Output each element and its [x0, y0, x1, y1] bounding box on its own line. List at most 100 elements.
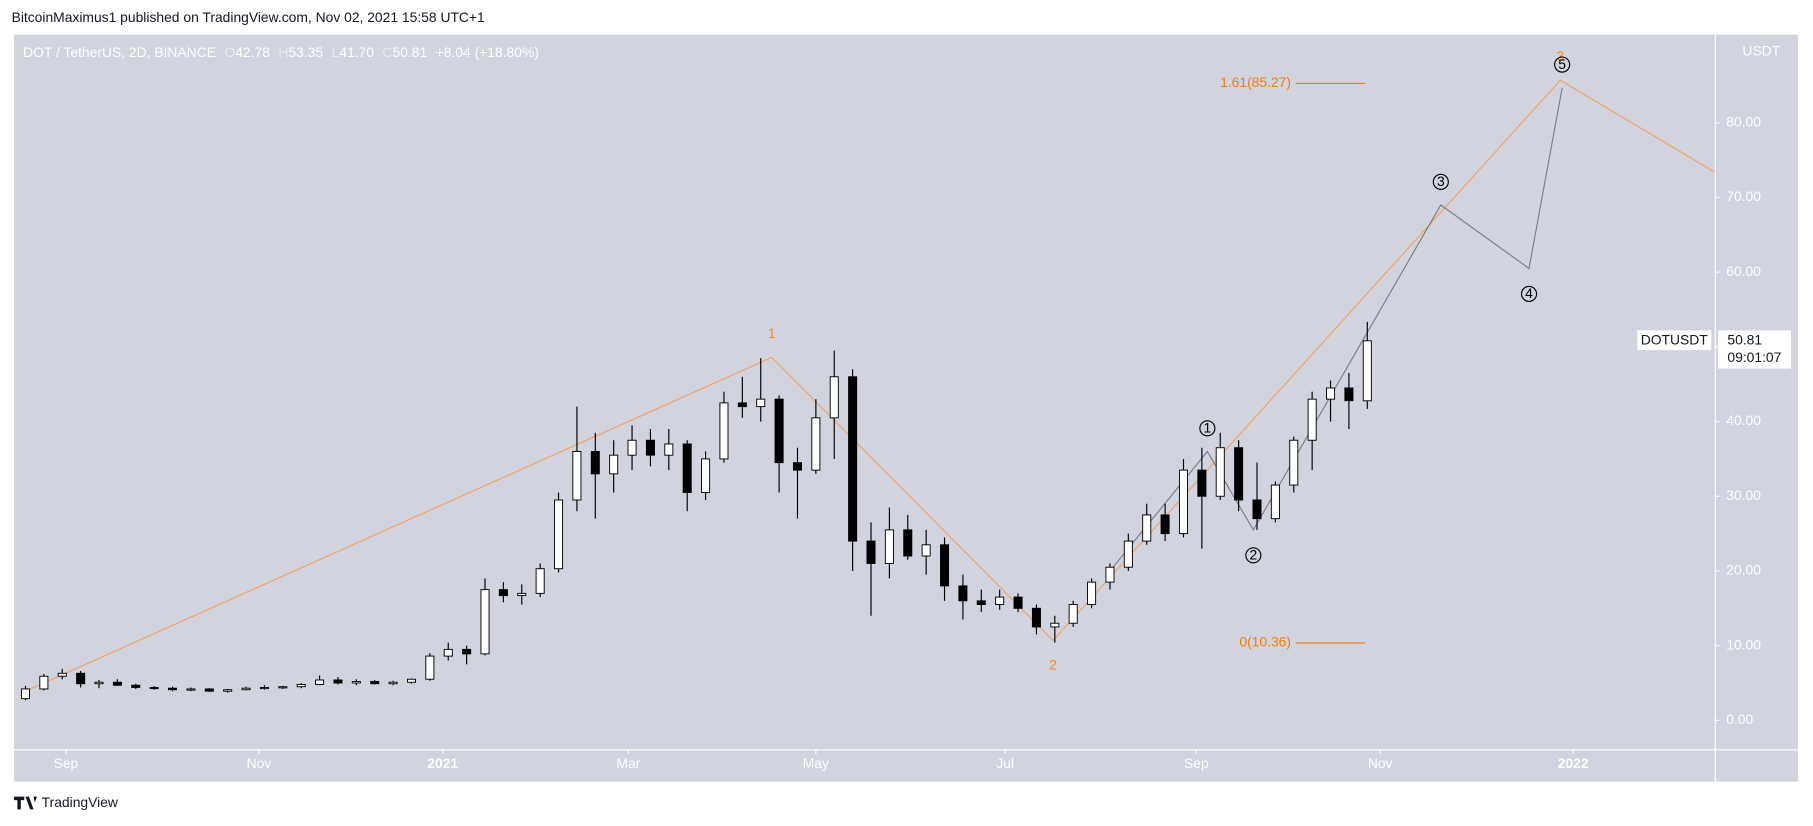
- x-tick-label: 2022: [1558, 755, 1589, 771]
- candle-body: [719, 402, 729, 460]
- x-tick-label: May: [803, 755, 829, 771]
- x-tick-label: Sep: [1184, 755, 1209, 771]
- candle-body: [1160, 514, 1170, 535]
- legend-close: 50.81: [392, 44, 427, 60]
- x-tick-label: Jul: [996, 755, 1014, 771]
- candle-body: [333, 679, 343, 684]
- x-tick-label: Nov: [247, 755, 272, 771]
- candle-body: [664, 443, 674, 456]
- candle-body: [792, 462, 802, 471]
- candle-body: [554, 499, 564, 570]
- candle-body: [1013, 596, 1023, 609]
- candle-body: [645, 439, 655, 456]
- candle-body: [480, 589, 490, 655]
- legend-l: L: [332, 44, 340, 60]
- candle-body: [443, 648, 453, 657]
- candle-body: [406, 678, 416, 683]
- wave-label: 2: [1049, 656, 1057, 672]
- x-tick-label: Nov: [1368, 755, 1393, 771]
- fib-label: 1.61(85.27): [1220, 74, 1291, 90]
- price-tag-symbol: DOTUSDT: [1641, 331, 1709, 347]
- candle-body: [921, 544, 931, 557]
- price-tag-value: 50.81: [1727, 331, 1762, 347]
- candle-body: [829, 376, 839, 419]
- candle-body: [351, 681, 361, 684]
- legend-low: 41.70: [339, 44, 374, 60]
- wave-label: 2: [1249, 547, 1257, 563]
- candle-body: [572, 450, 582, 501]
- wave-label: 1: [1204, 420, 1212, 436]
- candle-body: [811, 417, 821, 471]
- candle-body: [737, 402, 747, 408]
- candle-body: [535, 568, 545, 594]
- candle-body: [884, 529, 894, 564]
- candle-body: [296, 684, 306, 688]
- price-tag-countdown: 09:01:07: [1727, 349, 1781, 365]
- y-tick-label: 0.00: [1726, 711, 1753, 727]
- candle-body: [186, 688, 196, 691]
- y-tick-label: 10.00: [1726, 636, 1761, 652]
- candle-body: [517, 592, 527, 597]
- wave-line: [25, 79, 1715, 692]
- candle-body: [756, 398, 766, 408]
- x-tick-label: 2021: [427, 755, 458, 771]
- candle-body: [940, 544, 950, 587]
- legend-open: 42.78: [235, 44, 270, 60]
- candle-body: [57, 672, 67, 677]
- candle-body: [462, 648, 472, 655]
- candle-body: [590, 450, 600, 475]
- candle-body: [1215, 447, 1225, 497]
- candle-body: [627, 439, 637, 456]
- candle-body: [701, 458, 711, 493]
- candle-body: [425, 655, 435, 680]
- wave-label: 3: [1437, 173, 1445, 189]
- candle-body: [958, 585, 968, 602]
- candle-body: [39, 675, 49, 690]
- axis-unit: USDT: [1742, 43, 1780, 59]
- candle-body: [315, 679, 325, 685]
- plot-layer: 0.0010.0020.0030.0040.0050.0060.0070.008…: [20, 48, 1792, 771]
- candle-body: [112, 681, 122, 686]
- candle-body: [259, 686, 269, 690]
- candle-body: [1050, 622, 1060, 628]
- candle-body: [370, 681, 380, 685]
- candle-body: [1362, 340, 1372, 402]
- wave-label-circle: [1432, 173, 1449, 190]
- legend-change: +8.04 (+18.80%): [436, 44, 539, 60]
- legend-high: 53.35: [288, 44, 323, 60]
- legend-h: H: [278, 44, 288, 60]
- candle-body: [94, 681, 104, 685]
- candle-body: [204, 688, 214, 692]
- candle-body: [223, 689, 233, 692]
- wave-label: 4: [1525, 285, 1533, 301]
- candle-body: [1068, 604, 1078, 624]
- wave-label: 3: [1556, 48, 1564, 64]
- candle-body: [131, 684, 141, 688]
- published-line: BitcoinMaximus1 published on TradingView…: [12, 9, 485, 25]
- candle-body: [149, 686, 159, 690]
- x-tick-label: Sep: [54, 755, 79, 771]
- candle-body: [903, 529, 913, 557]
- candle-body: [1123, 540, 1133, 568]
- candle-body: [682, 443, 692, 493]
- brand-logo: [13, 796, 38, 810]
- wave-label-circle: [1199, 420, 1216, 437]
- candle-body: [1087, 581, 1097, 606]
- candle-body: [976, 600, 986, 606]
- legend-o: O: [224, 44, 235, 60]
- wave-line: [1109, 87, 1563, 572]
- candle-body: [1234, 447, 1244, 501]
- wave-label: 5: [1558, 56, 1566, 72]
- y-tick-label: 30.00: [1726, 487, 1761, 503]
- candle-body: [1307, 398, 1317, 441]
- candle-body: [241, 687, 251, 691]
- x-tick-label: Mar: [616, 755, 640, 771]
- candle-body: [168, 687, 178, 691]
- legend: DOT / TetherUS, 2D, BINANCE O42.78 H53.3…: [23, 44, 539, 60]
- y-tick-label: 60.00: [1726, 263, 1761, 279]
- candle-body: [20, 688, 30, 700]
- y-tick-label: 80.00: [1726, 113, 1761, 129]
- candle-body: [76, 672, 86, 685]
